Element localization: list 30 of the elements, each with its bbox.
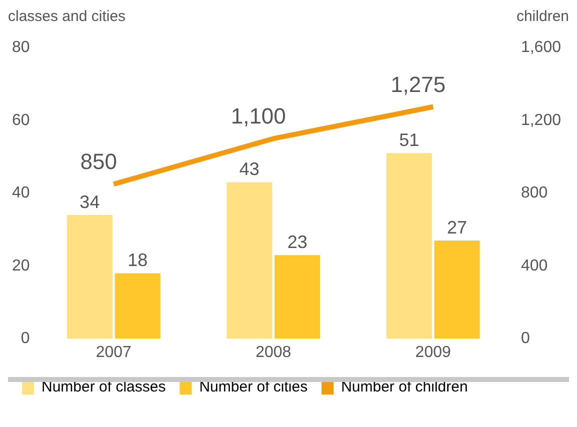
- y-tick-label: 20: [12, 257, 30, 274]
- data-label: 1,275: [390, 72, 446, 97]
- y-axis-title: classes and cities: [8, 8, 126, 27]
- bar: [386, 153, 432, 339]
- x-tick-label: 2008: [256, 344, 292, 361]
- y2-tick-label: 800: [520, 184, 548, 202]
- x-tick-label: 2007: [96, 344, 132, 361]
- y2-tick-label: 400: [520, 257, 548, 274]
- y-tick-label: 0: [20, 330, 30, 348]
- bar: [434, 240, 480, 339]
- y-tick-label: 40: [12, 184, 30, 202]
- bar: [66, 215, 112, 339]
- data-label: 34: [80, 192, 100, 212]
- data-label: 51: [399, 130, 420, 150]
- y-tick-label: 80: [12, 39, 30, 56]
- bar: [226, 182, 272, 339]
- data-label: 1,100: [230, 104, 286, 129]
- y2-tick-label: 1,200: [520, 112, 562, 129]
- data-label: 18: [128, 250, 148, 270]
- data-label: 850: [80, 149, 118, 174]
- bar: [274, 255, 320, 339]
- data-label: 43: [239, 159, 260, 180]
- bar: [114, 273, 160, 339]
- y2-tick-label: 0: [520, 330, 530, 348]
- y2-axis-title: children: [516, 8, 569, 27]
- y2-tick-label: 1,600: [520, 39, 562, 56]
- data-label: 27: [447, 217, 468, 238]
- x-tick-label: 2009: [415, 344, 451, 361]
- y-tick-label: 60: [12, 112, 30, 129]
- data-label: 23: [287, 232, 308, 252]
